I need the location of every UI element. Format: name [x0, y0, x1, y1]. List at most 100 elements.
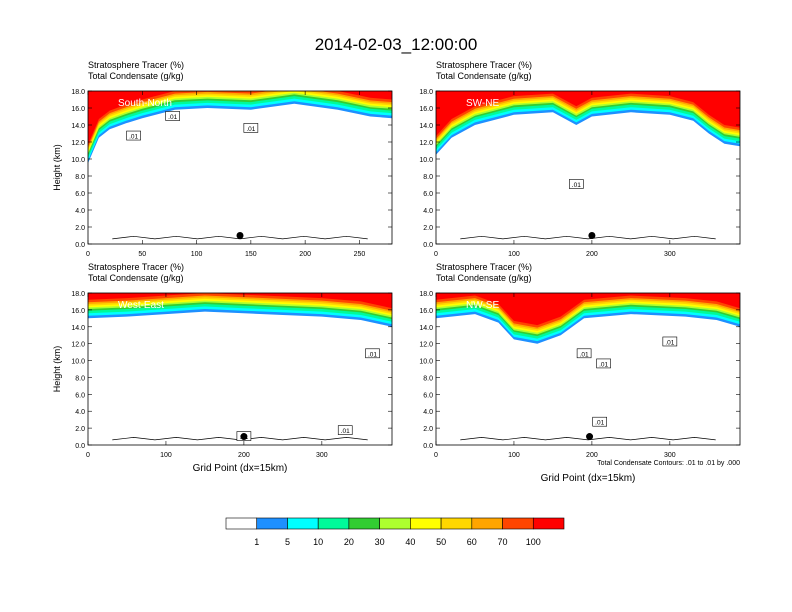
y-tick-label: 4.0: [75, 208, 85, 215]
panel-header-line1: Stratosphere Tracer (%): [88, 60, 184, 70]
tracer-band-9: [436, 293, 740, 326]
x-tick-label: 100: [508, 251, 520, 258]
y-tick-label: 16.0: [71, 308, 85, 315]
y-tick-label: 6.0: [75, 392, 85, 399]
y-tick-label: 6.0: [423, 392, 433, 399]
y-tick-label: 16.0: [419, 308, 433, 315]
colorbar-box-7: [440, 517, 473, 530]
y-tick-label: 8.0: [423, 174, 433, 181]
contour-label: .01: [246, 126, 255, 133]
x-tick-label: 100: [508, 452, 520, 459]
contour-label: .01: [599, 361, 608, 368]
contour-label-box: [165, 111, 180, 121]
location-marker: [240, 433, 248, 441]
y-tick-label: 0.0: [423, 443, 433, 450]
colorbar-label-8: 70: [498, 537, 508, 547]
y-tick-label: 4.0: [423, 409, 433, 416]
contour-label-box: [576, 348, 592, 359]
panel-header-line1: Stratosphere Tracer (%): [88, 262, 184, 272]
y-tick-label: 10.0: [419, 359, 433, 366]
tracer-bands: [88, 293, 392, 327]
tracer-bands: [436, 91, 740, 155]
plot-area: [88, 293, 392, 445]
panel-header-line1: Stratosphere Tracer (%): [436, 60, 532, 70]
condensate-contours: [460, 437, 716, 441]
colorbar-label-1: 5: [285, 537, 290, 547]
panel-west-east: Stratosphere Tracer (%)Total Condensate …: [52, 262, 393, 474]
panel-header-line2: Total Condensate (g/kg): [88, 273, 184, 283]
x-tick-label: 0: [86, 251, 90, 258]
y-tick-label: 10.0: [419, 157, 433, 164]
y-tick-label: 14.0: [71, 123, 85, 130]
x-tick-label: 300: [316, 452, 328, 459]
panels: Stratosphere Tracer (%)Total Condensate …: [52, 60, 741, 484]
contour-surface: [460, 235, 716, 240]
y-tick-label: 14.0: [419, 123, 433, 130]
y-axis-label: Height (km): [52, 144, 62, 191]
colorbar-box-4: [348, 517, 380, 530]
panel-header-line2: Total Condensate (g/kg): [88, 71, 184, 81]
y-tick-label: 18.0: [419, 291, 433, 298]
y-tick-label: 16.0: [71, 106, 85, 113]
colorbar-boxes: [225, 517, 565, 530]
y-axis-label: Height (km): [52, 346, 62, 393]
colorbar-box-10: [532, 517, 565, 530]
plot-frame: [435, 292, 741, 446]
tracer-band-9: [436, 91, 740, 137]
y-tick-label: 0.0: [75, 443, 85, 450]
y-tick-label: 6.0: [423, 191, 433, 198]
x-tick-label: 0: [86, 452, 90, 459]
panel-name: NW-SE: [466, 300, 499, 311]
colorbar-label-3: 20: [344, 537, 354, 547]
contour-label: .01: [665, 339, 674, 346]
panel-name: West-East: [118, 300, 164, 311]
x-tick-label: 200: [586, 452, 598, 459]
y-tick-label: 12.0: [419, 342, 433, 349]
x-tick-label: 200: [238, 452, 250, 459]
contour-label: .01: [572, 182, 581, 189]
figure-title: 2014-02-03_12:00:00: [315, 35, 478, 54]
x-tick-label: 0: [434, 251, 438, 258]
y-tick-label: 12.0: [71, 140, 85, 147]
x-axis-label: Grid Point (dx=15km): [193, 463, 288, 474]
x-tick-label: 250: [354, 251, 366, 258]
colorbar-box-6: [410, 517, 442, 530]
contour-label: .01: [580, 351, 589, 358]
colorbar-box-0: [225, 517, 258, 530]
colorbar-label-4: 30: [375, 537, 385, 547]
y-tick-label: 2.0: [423, 426, 433, 433]
colorbar-box-8: [471, 517, 503, 530]
location-marker: [236, 232, 244, 239]
y-tick-label: 8.0: [75, 375, 85, 382]
contour-label: .01: [368, 351, 377, 358]
contour-label-box: [596, 358, 611, 369]
panel-header-line1: Stratosphere Tracer (%): [436, 262, 532, 272]
y-tick-label: 2.0: [75, 426, 85, 433]
contour-surface: [460, 437, 716, 441]
colorbar-label-9: 100: [526, 537, 541, 547]
contour-label: .01: [129, 134, 138, 141]
colorbar-box-5: [379, 517, 411, 530]
x-tick-label: 200: [299, 251, 311, 258]
y-tick-label: 10.0: [71, 359, 85, 366]
x-tick-label: 0: [434, 452, 438, 459]
y-tick-label: 12.0: [419, 140, 433, 147]
x-axis-label: Grid Point (dx=15km): [541, 473, 636, 484]
contour-label: .01: [595, 420, 604, 427]
x-tick-label: 150: [245, 251, 257, 258]
condensate-contours: [460, 235, 716, 240]
colorbar-label-7: 60: [467, 537, 477, 547]
y-tick-label: 16.0: [419, 106, 433, 113]
panel-header-line2: Total Condensate (g/kg): [436, 273, 532, 283]
tracer-band-9: [88, 91, 392, 145]
panel-south-north: Stratosphere Tracer (%)Total Condensate …: [52, 60, 393, 258]
panel-name: South-North: [118, 98, 172, 109]
tracer-bands: [88, 91, 392, 164]
y-tick-label: 4.0: [75, 409, 85, 416]
colorbar-label-2: 10: [313, 537, 323, 547]
contour-label-box: [126, 130, 141, 141]
contour-label-box: [337, 425, 353, 435]
y-tick-label: 18.0: [419, 89, 433, 96]
panel-sw-ne: Stratosphere Tracer (%)Total Condensate …: [419, 60, 741, 258]
y-tick-label: 14.0: [71, 325, 85, 332]
